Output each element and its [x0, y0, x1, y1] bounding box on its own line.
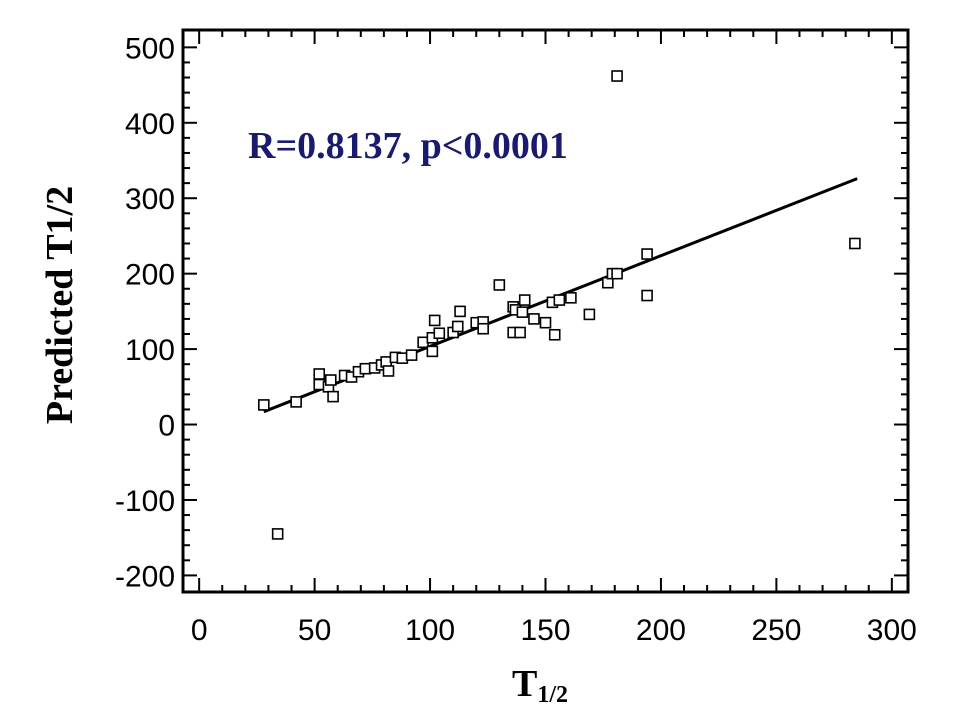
- y-tick-label: -100: [115, 485, 175, 518]
- data-point: [405, 349, 418, 361]
- data-points: [258, 70, 861, 540]
- data-point: [553, 294, 566, 306]
- data-point: [451, 320, 464, 333]
- data-point: [539, 316, 552, 329]
- x-tick-label: 200: [636, 614, 686, 647]
- data-point: [258, 399, 270, 411]
- data-point: [641, 248, 653, 260]
- data-point: [454, 305, 466, 318]
- y-tick-label: -200: [115, 560, 175, 593]
- x-tick-label: 250: [751, 614, 801, 647]
- y-tick-label: 0: [158, 410, 175, 443]
- data-point: [426, 345, 439, 358]
- data-point: [313, 368, 326, 380]
- y-tick-label: 200: [125, 259, 175, 292]
- y-axis-title: Predicted T1/2: [39, 186, 81, 424]
- data-point: [611, 267, 623, 280]
- axis-ticks: [183, 30, 908, 592]
- data-point: [583, 308, 596, 321]
- data-point: [548, 328, 561, 341]
- data-point: [428, 314, 441, 327]
- x-tick-label: 0: [191, 614, 208, 647]
- data-point: [382, 365, 395, 377]
- tick-labels: 0 50 100 150 200 250 300 -200 -100 0 100 200 300 400 5…: [115, 32, 917, 647]
- data-point: [327, 390, 339, 403]
- x-tick-label: 100: [405, 614, 455, 647]
- data-point: [433, 327, 446, 340]
- annotation: R=0.8137, p<0.0001: [248, 125, 568, 167]
- data-point: [565, 291, 577, 304]
- data-point: [271, 528, 284, 540]
- data-point: [641, 289, 653, 302]
- plot-frame: [181, 28, 910, 594]
- data-point: [290, 396, 302, 408]
- y-tick-label: 400: [125, 108, 175, 141]
- x-axis-title-sub: 1/2: [537, 682, 568, 708]
- data-point: [516, 306, 529, 318]
- x-tick-label: 150: [520, 614, 570, 647]
- y-tick-label: 500: [125, 32, 175, 65]
- y-tick-label: 100: [125, 334, 175, 367]
- data-point: [324, 374, 337, 386]
- x-axis-title-main: T: [512, 663, 537, 705]
- data-point: [493, 279, 506, 291]
- data-point: [518, 294, 531, 306]
- data-point: [477, 322, 489, 335]
- x-tick-label: 300: [867, 614, 917, 647]
- y-tick-label: 300: [125, 183, 175, 216]
- x-tick-label: 50: [298, 614, 331, 647]
- x-axis-title: T1/2: [512, 663, 568, 708]
- data-point: [611, 70, 623, 82]
- data-point: [849, 237, 861, 250]
- data-point: [514, 326, 526, 339]
- data-point: [528, 313, 540, 325]
